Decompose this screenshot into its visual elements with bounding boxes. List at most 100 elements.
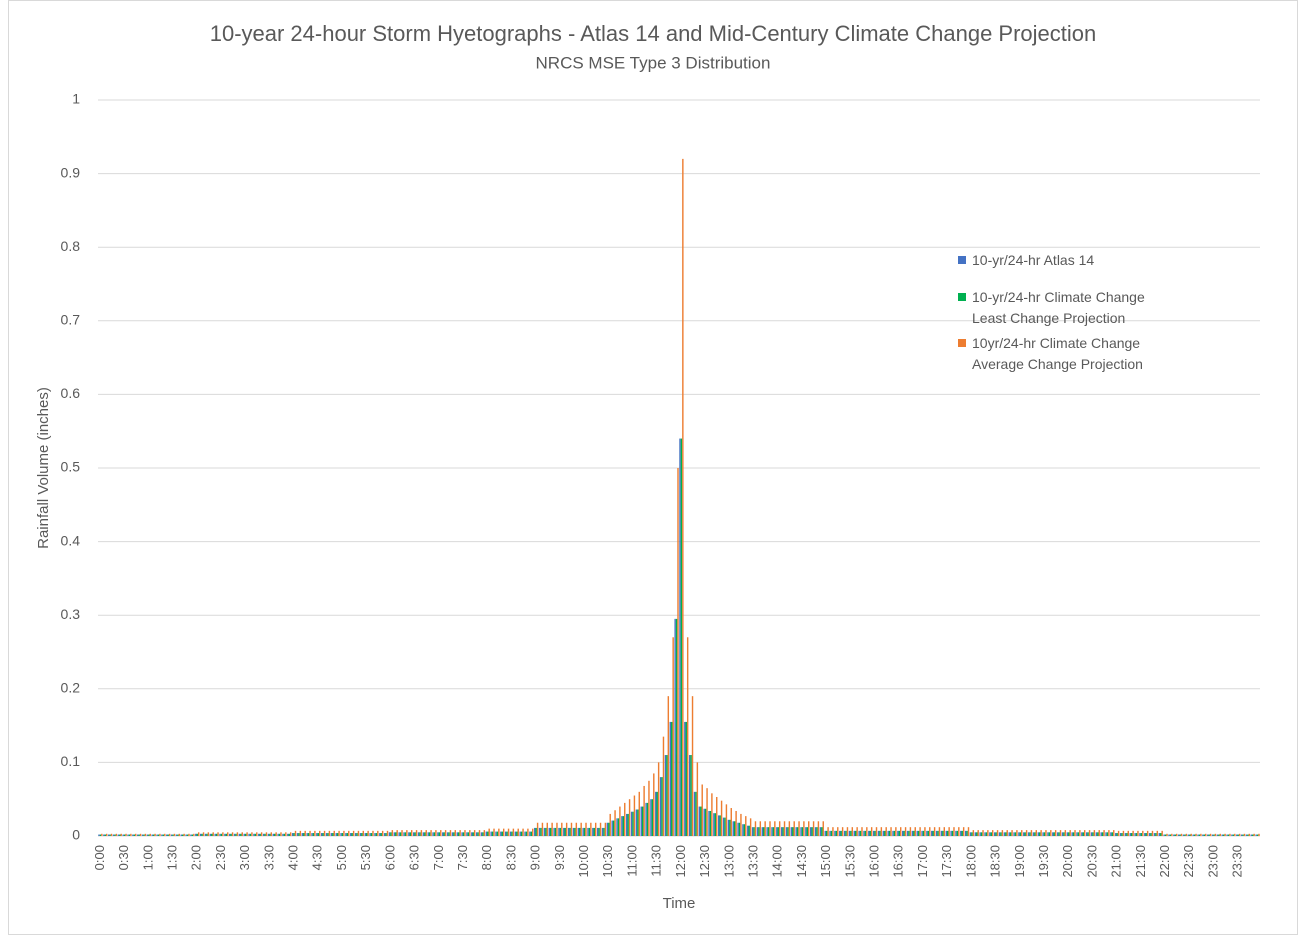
bar: [156, 834, 158, 836]
x-tick-label: 20:30: [1084, 845, 1099, 878]
x-tick-label: 13:00: [721, 845, 736, 878]
bar: [825, 830, 828, 836]
bar: [1100, 832, 1102, 836]
bar: [985, 832, 988, 836]
bar: [580, 822, 582, 836]
bar: [374, 833, 376, 836]
bar: [574, 827, 576, 836]
bar: [490, 831, 492, 836]
bar: [677, 468, 679, 836]
bar: [747, 825, 749, 836]
bar: [927, 830, 930, 836]
bar: [1218, 834, 1220, 836]
bar: [931, 830, 933, 836]
bar: [201, 833, 203, 836]
bar: [926, 830, 928, 836]
bar: [1069, 830, 1071, 836]
bar: [167, 834, 169, 836]
bar: [698, 806, 701, 836]
bar: [855, 830, 857, 836]
bar: [706, 788, 708, 836]
bar: [933, 827, 936, 836]
bar: [593, 827, 595, 836]
legend: 10-yr/24-hr Atlas 14 10-yr/24-hr Climate …: [958, 250, 1173, 391]
bar: [554, 827, 557, 836]
bar: [1119, 833, 1122, 836]
x-tick-label: 18:30: [988, 845, 1003, 878]
bar: [903, 830, 905, 836]
bar: [193, 833, 195, 836]
bar: [866, 827, 868, 836]
bar: [1023, 832, 1025, 836]
bar: [1232, 834, 1235, 836]
bar: [180, 834, 183, 836]
y-tick-label: 0.3: [61, 606, 81, 622]
bar: [264, 833, 266, 836]
bar: [612, 820, 615, 836]
bar: [1205, 833, 1207, 836]
x-tick-label: 14:30: [794, 845, 809, 878]
bar: [1224, 833, 1226, 836]
bar: [265, 832, 268, 836]
bar: [277, 833, 279, 836]
bar: [674, 618, 676, 836]
bar: [579, 827, 581, 836]
bar: [898, 830, 901, 836]
bar: [776, 827, 778, 836]
bar: [231, 832, 234, 836]
bar: [1173, 834, 1175, 836]
bar: [798, 821, 800, 836]
bar: [908, 830, 910, 836]
bar: [182, 834, 184, 836]
y-tick-label: 0.8: [61, 238, 81, 254]
x-tick-label: 2:30: [213, 845, 228, 870]
bar: [538, 827, 541, 836]
bar: [1255, 834, 1257, 836]
bar: [1009, 832, 1012, 836]
bar: [457, 832, 460, 836]
bar: [478, 830, 481, 836]
bar: [399, 832, 402, 836]
x-tick-label: 19:00: [1012, 845, 1027, 878]
bar: [241, 832, 243, 836]
bar: [190, 834, 192, 836]
bar: [199, 833, 202, 836]
bar: [872, 830, 875, 836]
bar: [122, 834, 124, 836]
bar: [1160, 833, 1162, 836]
bar: [379, 833, 381, 836]
bar: [312, 833, 315, 836]
bar: [664, 755, 667, 836]
bar: [1161, 830, 1163, 836]
bar: [296, 833, 299, 836]
bar: [669, 721, 672, 836]
bar: [563, 827, 565, 836]
bar: [459, 830, 461, 836]
bar: [902, 830, 904, 836]
bar: [522, 828, 524, 836]
bar: [534, 827, 536, 836]
bar: [1045, 830, 1047, 836]
bar: [995, 832, 997, 836]
bar: [128, 834, 131, 836]
bar: [133, 834, 136, 836]
bar: [796, 827, 799, 836]
bar: [506, 831, 508, 836]
bar: [482, 832, 484, 836]
bar: [1061, 832, 1064, 836]
bar: [740, 813, 742, 836]
bar: [348, 830, 350, 836]
bar: [743, 824, 746, 836]
legend-swatch: [958, 339, 966, 347]
bar: [966, 830, 968, 836]
bar: [177, 834, 179, 836]
bar: [1077, 832, 1080, 836]
bar: [626, 813, 628, 836]
bar: [254, 833, 257, 836]
bar: [473, 830, 476, 836]
bar: [897, 830, 899, 836]
bar: [748, 825, 750, 836]
bar: [1005, 832, 1007, 836]
bar: [653, 773, 655, 836]
